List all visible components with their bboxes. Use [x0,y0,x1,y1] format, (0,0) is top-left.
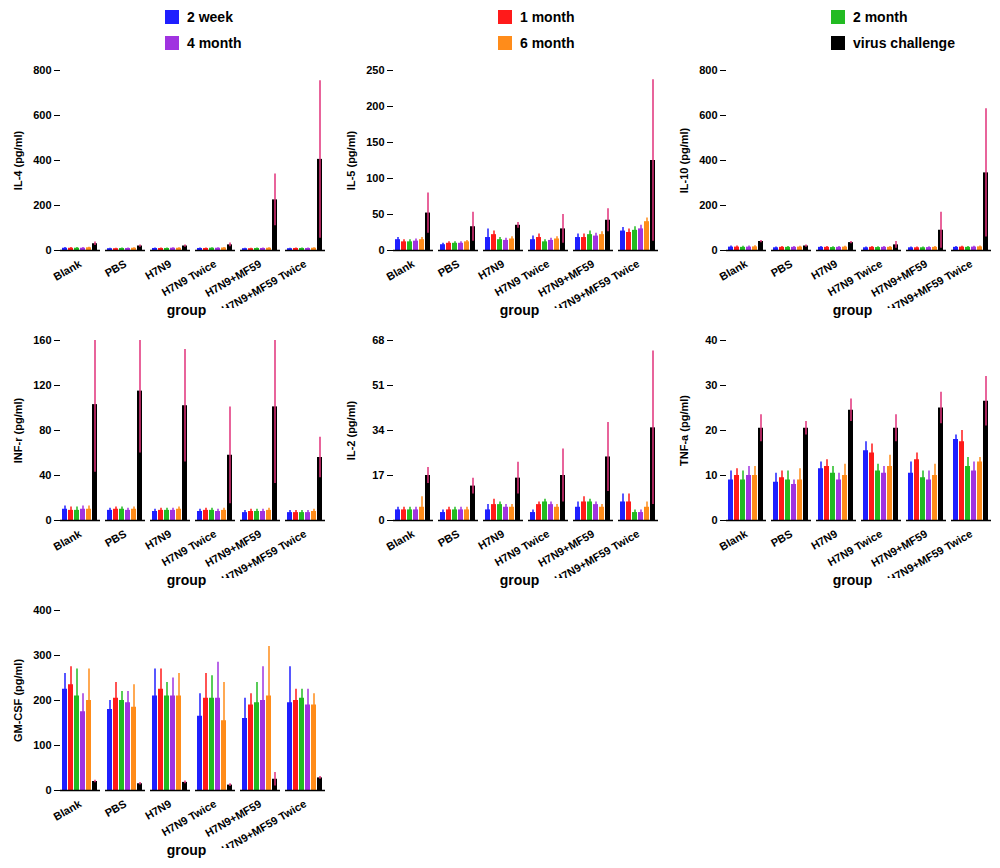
svg-text:20: 20 [705,424,717,436]
svg-text:H7N9: H7N9 [476,257,506,281]
html-text:4 month: 4 month [187,35,242,51]
html-text:group: group [499,572,540,588]
svg-text:H7N9+MF59 Twice: H7N9+MF59 Twice [886,257,975,308]
svg-text:H7N9: H7N9 [809,257,839,281]
svg-text:400: 400 [33,154,51,166]
svg-text:300: 300 [33,649,51,661]
html-text:group: group [166,572,207,588]
svg-text:150: 150 [366,136,384,148]
svg-text:Blank: Blank [717,257,750,283]
svg-text:H7N9 Twice: H7N9 Twice [825,527,885,569]
svg-text:Blank: Blank [384,527,417,553]
svg-text:H7N9+MF59 Twice: H7N9+MF59 Twice [220,797,309,848]
svg-text:0: 0 [45,244,51,256]
svg-text:600: 600 [33,109,51,121]
svg-text:34: 34 [372,424,385,436]
svg-text:PBS: PBS [769,257,795,279]
html-text:2 week: 2 week [187,9,233,25]
svg-text:17: 17 [372,469,384,481]
svg-text:PBS: PBS [436,527,462,549]
html-text:group: group [832,572,873,588]
svg-text:200: 200 [699,199,717,211]
svg-text:120: 120 [33,379,51,391]
svg-text:Blank: Blank [51,797,84,823]
svg-text:160: 160 [33,334,51,346]
svg-text:IL-2 (pg/ml): IL-2 (pg/ml) [345,401,357,461]
svg-text:800: 800 [33,64,51,76]
svg-text:80: 80 [39,424,51,436]
svg-text:0: 0 [45,514,51,526]
html-text:group: group [166,842,207,858]
svg-text:H7N9: H7N9 [143,527,173,551]
svg-text:H7N9 Twice: H7N9 Twice [159,527,219,569]
svg-text:68: 68 [372,334,384,346]
svg-text:PBS: PBS [103,257,129,279]
svg-text:600: 600 [699,109,717,121]
svg-text:10: 10 [705,469,717,481]
svg-text:Blank: Blank [51,257,84,283]
svg-text:100: 100 [33,739,51,751]
svg-text:H7N9 Twice: H7N9 Twice [492,257,552,299]
svg-text:H7N9: H7N9 [476,527,506,551]
svg-text:H7N9+MF59 Twice: H7N9+MF59 Twice [553,257,642,308]
svg-text:50: 50 [372,208,384,220]
svg-text:Blank: Blank [51,527,84,553]
svg-text:H7N9 Twice: H7N9 Twice [825,257,885,299]
svg-text:H7N9 Twice: H7N9 Twice [492,527,552,569]
html-text:group: group [166,302,207,318]
svg-text:H7N9: H7N9 [143,797,173,821]
svg-text:H7N9: H7N9 [143,257,173,281]
svg-text:H7N9 Twice: H7N9 Twice [159,797,219,839]
svg-text:H7N9+MF59 Twice: H7N9+MF59 Twice [886,527,975,578]
svg-text:400: 400 [33,604,51,616]
html-text:virus challenge: virus challenge [853,35,955,51]
svg-text:0: 0 [45,784,51,796]
svg-text:30: 30 [705,379,717,391]
svg-text:100: 100 [366,172,384,184]
html-text:1 month: 1 month [520,9,575,25]
svg-text:40: 40 [705,334,717,346]
svg-text:PBS: PBS [769,527,795,549]
svg-text:INF-r (pg/ml): INF-r (pg/ml) [12,397,24,463]
svg-text:H7N9+MF59 Twice: H7N9+MF59 Twice [553,527,642,578]
svg-text:0: 0 [378,514,384,526]
svg-text:PBS: PBS [103,527,129,549]
svg-text:PBS: PBS [103,797,129,819]
svg-text:Blank: Blank [384,257,417,283]
svg-text:400: 400 [699,154,717,166]
svg-text:0: 0 [711,514,717,526]
svg-text:TNF-a (pg/ml): TNF-a (pg/ml) [678,395,690,466]
svg-text:IL-4 (pg/ml): IL-4 (pg/ml) [12,131,24,191]
svg-text:40: 40 [39,469,51,481]
html-text:2 month: 2 month [853,9,908,25]
svg-text:H7N9 Twice: H7N9 Twice [159,257,219,299]
svg-text:Blank: Blank [717,527,750,553]
svg-text:IL-10 (pg/ml): IL-10 (pg/ml) [678,127,690,193]
svg-text:200: 200 [33,199,51,211]
svg-text:0: 0 [378,244,384,256]
svg-text:0: 0 [711,244,717,256]
svg-text:PBS: PBS [436,257,462,279]
svg-text:H7N9: H7N9 [809,527,839,551]
svg-text:250: 250 [366,64,384,76]
svg-text:51: 51 [372,379,384,391]
html-text:group: group [499,302,540,318]
svg-text:IL-5 (pg/ml): IL-5 (pg/ml) [345,131,357,191]
svg-text:200: 200 [366,100,384,112]
svg-text:200: 200 [33,694,51,706]
html-text:6 month: 6 month [520,35,575,51]
svg-text:H7N9+MF59 Twice: H7N9+MF59 Twice [220,257,309,308]
svg-text:800: 800 [699,64,717,76]
svg-text:H7N9+MF59 Twice: H7N9+MF59 Twice [220,527,309,578]
html-text:group: group [832,302,873,318]
svg-text:GM-CSF (pg/ml): GM-CSF (pg/ml) [12,659,24,742]
